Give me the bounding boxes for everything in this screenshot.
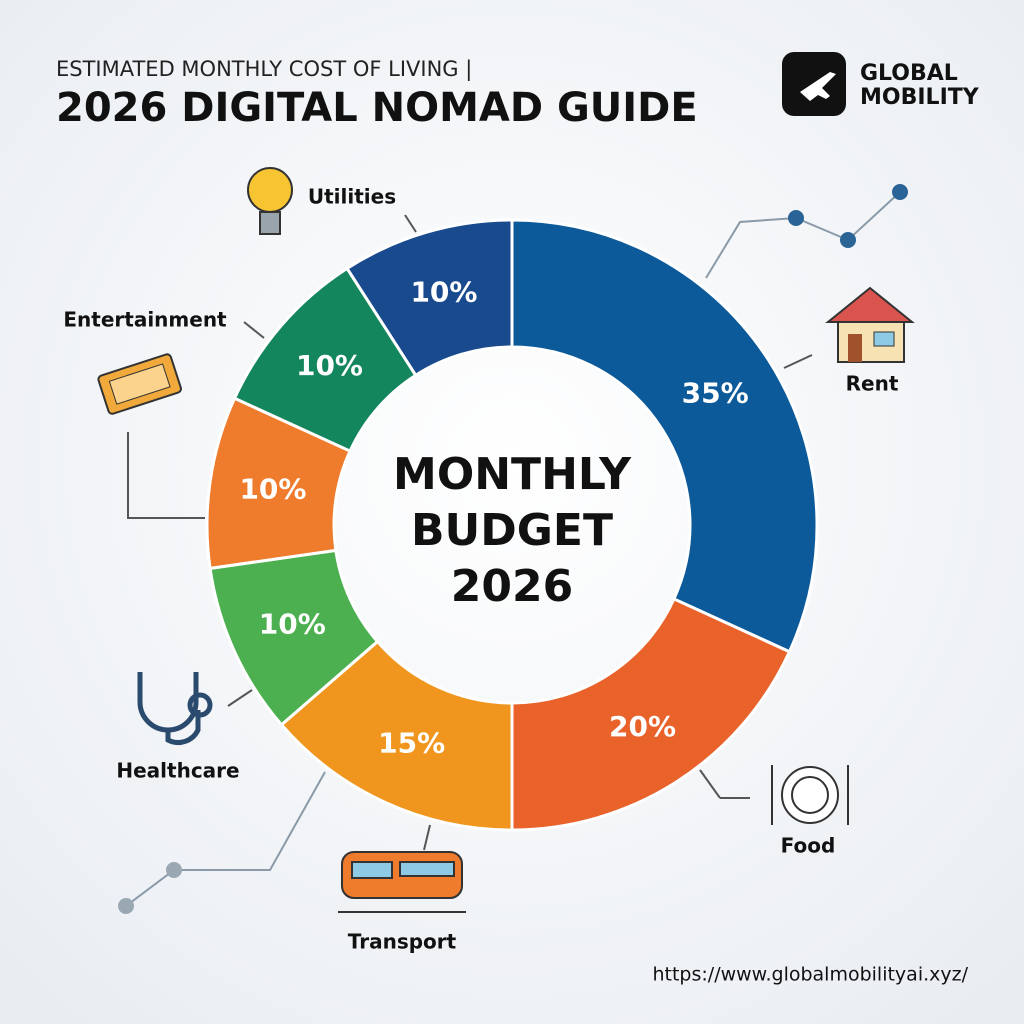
icon-rent — [825, 286, 915, 363]
icon-transport — [338, 851, 466, 913]
category-label: Utilities — [308, 185, 396, 209]
icon-healthcare — [137, 672, 213, 745]
center-text: 2026 — [451, 561, 573, 612]
category-label: Entertainment — [63, 308, 227, 332]
icon-ticket — [97, 353, 182, 415]
value-label: 35% — [682, 376, 749, 409]
category-label: Healthcare — [116, 759, 239, 783]
center-text: BUDGET — [411, 505, 613, 556]
donut-segment — [345, 218, 514, 378]
value-label: 10% — [296, 349, 363, 382]
donut-segment — [510, 218, 819, 654]
icon-food — [771, 765, 849, 825]
value-label: 20% — [609, 710, 676, 743]
brand-name: MOBILITY — [860, 85, 980, 110]
category-label: Rent — [846, 372, 899, 396]
value-label: 15% — [378, 727, 445, 760]
icon-utilities — [247, 167, 293, 235]
leader-lines — [127, 214, 813, 851]
category-label: Food — [781, 834, 836, 858]
url: https://www.globalmobilityai.xyz/ — [652, 964, 968, 986]
value-label: 10% — [239, 473, 306, 506]
value-label: 10% — [259, 607, 326, 640]
center-text: MONTHLY — [393, 449, 632, 500]
donut-segment — [510, 596, 792, 832]
decoration — [118, 184, 908, 914]
category-label: Transport — [348, 930, 457, 954]
brand-name: GLOBAL — [860, 61, 958, 86]
subtitle: ESTIMATED MONTHLY COST OF LIVING | — [56, 57, 472, 82]
value-label: 10% — [410, 275, 477, 308]
title: 2026 DIGITAL NOMAD GUIDE — [56, 85, 698, 131]
brand-logo — [782, 52, 846, 116]
